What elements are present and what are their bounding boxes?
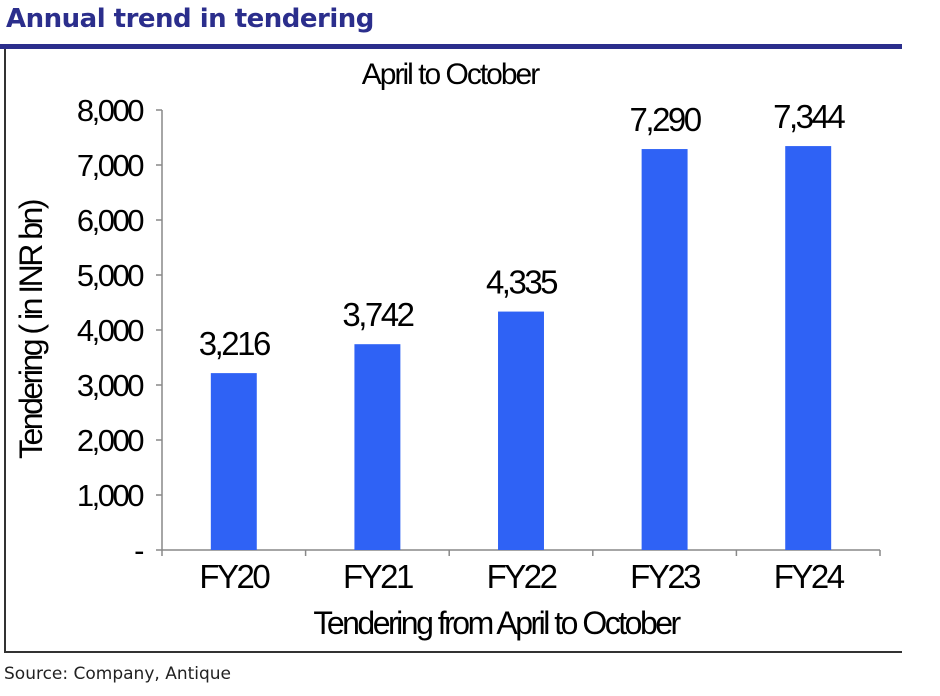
y-tick-label: - — [134, 533, 143, 568]
y-axis-label: Tendering ( in INR bn) — [13, 200, 49, 459]
x-tick-label: FY22 — [487, 558, 557, 595]
bar-fy23 — [641, 149, 688, 551]
data-label: 3,216 — [199, 325, 270, 362]
y-tick-label: 2,000 — [77, 423, 144, 458]
y-tick-label: 3,000 — [77, 368, 144, 403]
chart-title: April to October — [362, 58, 540, 91]
y-tick-label: 4,000 — [77, 313, 144, 348]
title-divider — [0, 44, 902, 49]
data-label: 4,335 — [486, 264, 557, 301]
x-axis-label: Tendering from April to October — [313, 605, 681, 641]
bar-fy20 — [210, 373, 257, 550]
page-title: Annual trend in tendering — [6, 4, 374, 34]
chart-frame — [4, 49, 902, 653]
y-tick-label: 7,000 — [77, 148, 144, 183]
x-tick-label: FY23 — [630, 558, 700, 595]
data-label: 7,344 — [773, 98, 845, 135]
bar-fy21 — [354, 344, 401, 550]
x-tick-label: FY24 — [774, 558, 845, 595]
bar-fy24 — [785, 146, 832, 550]
x-tick-label: FY20 — [199, 558, 270, 595]
source-note: Source: Company, Antique — [4, 664, 232, 684]
y-tick-label: 6,000 — [77, 203, 144, 238]
data-label: 3,742 — [342, 296, 413, 333]
y-tick-label: 8,000 — [77, 93, 144, 128]
data-label: 7,290 — [630, 101, 702, 138]
x-tick-label: FY21 — [343, 558, 413, 595]
bar-fy22 — [498, 311, 544, 550]
y-tick-label: 5,000 — [77, 258, 144, 293]
y-tick-label: 1,000 — [77, 478, 144, 513]
